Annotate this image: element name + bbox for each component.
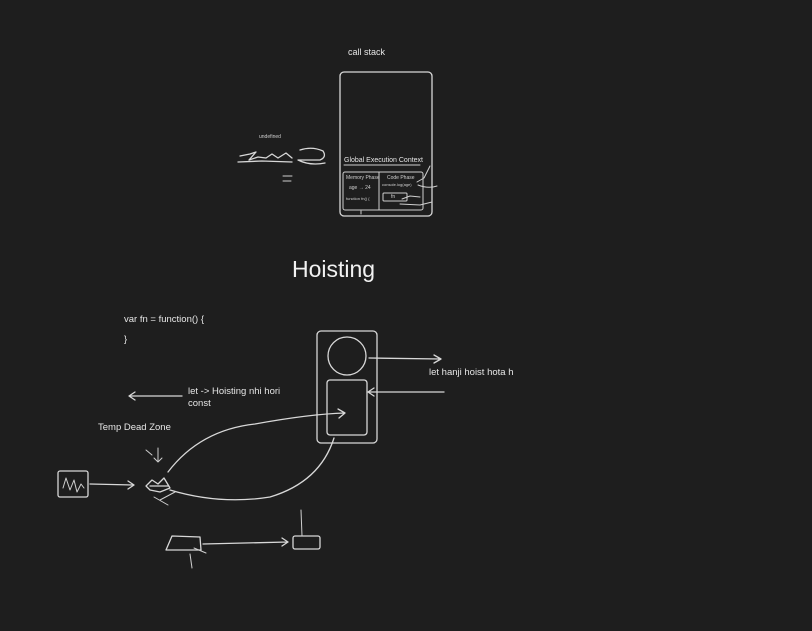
fn-call-entry: fn [391,194,395,200]
gec-label: Global Execution Context [344,157,423,164]
bottom-right-box [293,536,320,549]
memory-phase-label: Memory Phase [346,175,380,181]
loop-curve-lower [170,438,334,500]
device-inner-box [327,380,367,435]
tdz-bottom-tick [154,492,175,505]
function-entry: function fn() { [346,196,370,201]
code-phase-label: Code Phase [387,175,415,181]
device-outline [317,331,377,443]
bottom-left-shape [166,536,201,550]
loop-curve-upper [168,409,345,472]
arrow-to-tdz [90,481,134,489]
code-line-2: } [124,334,127,345]
bottom-right-tick [301,510,302,536]
tdz-left-scribble [63,478,84,492]
tdz-label: Temp Dead Zone [98,422,171,433]
call-stack-box [340,72,432,216]
page-title: Hoisting [292,256,375,283]
tdz-top-tick [146,448,162,462]
tdz-center-scribble [146,478,170,492]
arrow-bottom [203,538,288,546]
sketch-equals [283,176,292,181]
code-entry: console.log(age) [382,182,412,187]
device-circle [328,337,366,375]
const-note: const [188,398,211,409]
let-no-hoist-note: let -> Hoisting nhi hori [188,386,280,397]
sketch-scribble [240,152,292,160]
let-hoist-note: let hanji hoist hota h [429,367,514,378]
tdz-left-box [58,471,88,497]
age-entry: age → 24 [349,185,371,191]
arrow-to-let-hoist [369,355,441,363]
side-note: undefined [259,134,281,140]
code-line-1: var fn = function() { [124,314,204,325]
gec-arrow-mark [418,185,437,187]
bottom-left-tick [190,548,206,568]
arrow-back-to-device [368,388,444,396]
sketch-scribble-2 [238,161,292,162]
call-stack-label: call stack [348,47,385,57]
sketch-curve [298,148,325,164]
arrow-left-let [129,392,182,400]
